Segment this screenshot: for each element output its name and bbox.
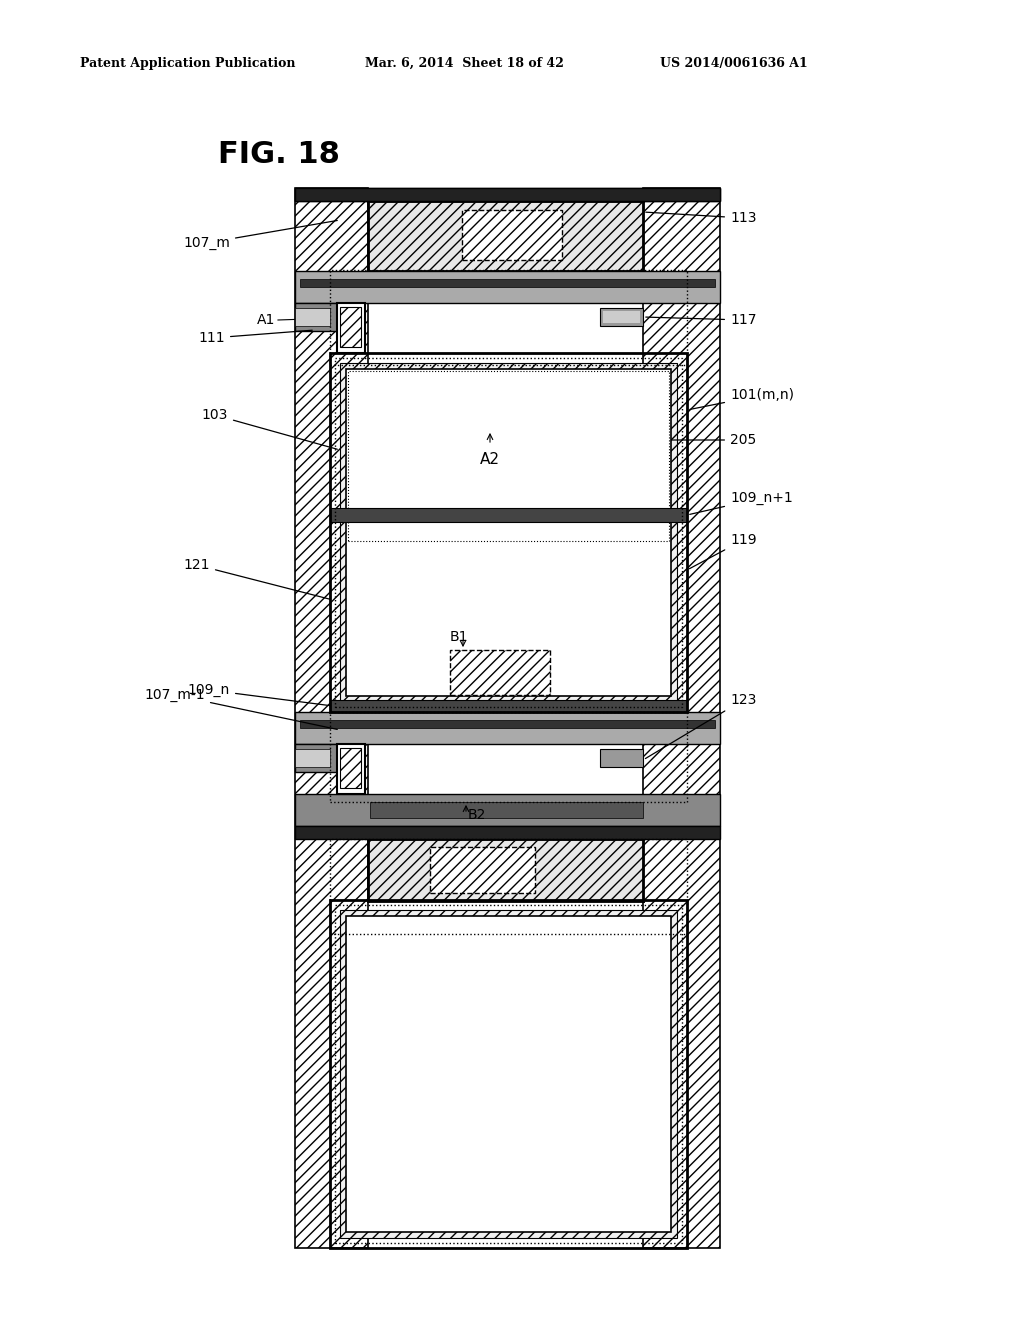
Bar (295, 187, 368, 1247)
Bar (370, 803, 643, 818)
Bar (346, 370, 671, 696)
Text: 111: 111 (199, 330, 312, 345)
Text: US 2014/0061636 A1: US 2014/0061636 A1 (660, 57, 808, 70)
Bar (295, 187, 720, 201)
Bar (300, 719, 715, 729)
Text: A2: A2 (480, 453, 500, 467)
Bar (603, 312, 640, 323)
Bar (348, 371, 669, 541)
Bar (340, 363, 677, 702)
Bar (368, 201, 643, 271)
Text: 101(m,n): 101(m,n) (690, 388, 794, 409)
Bar (643, 187, 720, 1247)
Bar (600, 308, 643, 326)
Text: FIG. 18: FIG. 18 (218, 140, 340, 169)
Bar (295, 304, 337, 331)
Bar (330, 900, 687, 1247)
Text: 119: 119 (689, 533, 757, 569)
Bar (337, 304, 365, 352)
Bar (295, 187, 720, 201)
Text: B1: B1 (450, 630, 469, 644)
Bar (340, 748, 361, 788)
Bar (295, 826, 720, 840)
Bar (335, 906, 682, 1243)
Bar (430, 847, 535, 894)
Text: 123: 123 (645, 693, 757, 759)
Text: 109_n+1: 109_n+1 (690, 491, 793, 515)
Bar (346, 916, 671, 1232)
Text: Patent Application Publication: Patent Application Publication (80, 57, 296, 70)
Text: 107_m: 107_m (183, 220, 337, 249)
Text: 107_m-1: 107_m-1 (144, 688, 337, 730)
Bar (330, 352, 687, 711)
Bar (295, 308, 330, 326)
Bar (295, 271, 720, 304)
Bar (368, 840, 643, 902)
Bar (340, 909, 677, 1238)
Bar (450, 649, 550, 696)
Text: 113: 113 (646, 211, 757, 224)
Bar (295, 795, 720, 826)
Bar (330, 508, 687, 521)
Text: 121: 121 (183, 558, 331, 599)
Bar (340, 308, 361, 347)
Bar (330, 840, 687, 935)
Bar (330, 271, 687, 366)
Bar (295, 744, 337, 772)
Text: 103: 103 (202, 408, 337, 449)
Text: 117: 117 (646, 313, 757, 327)
Text: B2: B2 (468, 808, 486, 822)
Bar (295, 711, 720, 744)
Text: 109_n: 109_n (187, 682, 331, 706)
Bar (330, 700, 687, 711)
Bar (330, 711, 687, 803)
Bar (295, 748, 330, 767)
Bar (337, 744, 365, 795)
Bar (300, 279, 715, 286)
Bar (335, 358, 682, 708)
Text: Mar. 6, 2014  Sheet 18 of 42: Mar. 6, 2014 Sheet 18 of 42 (365, 57, 564, 70)
Bar (462, 210, 562, 260)
Bar (600, 748, 643, 767)
Text: A1: A1 (257, 313, 275, 327)
Text: 205: 205 (672, 433, 757, 447)
